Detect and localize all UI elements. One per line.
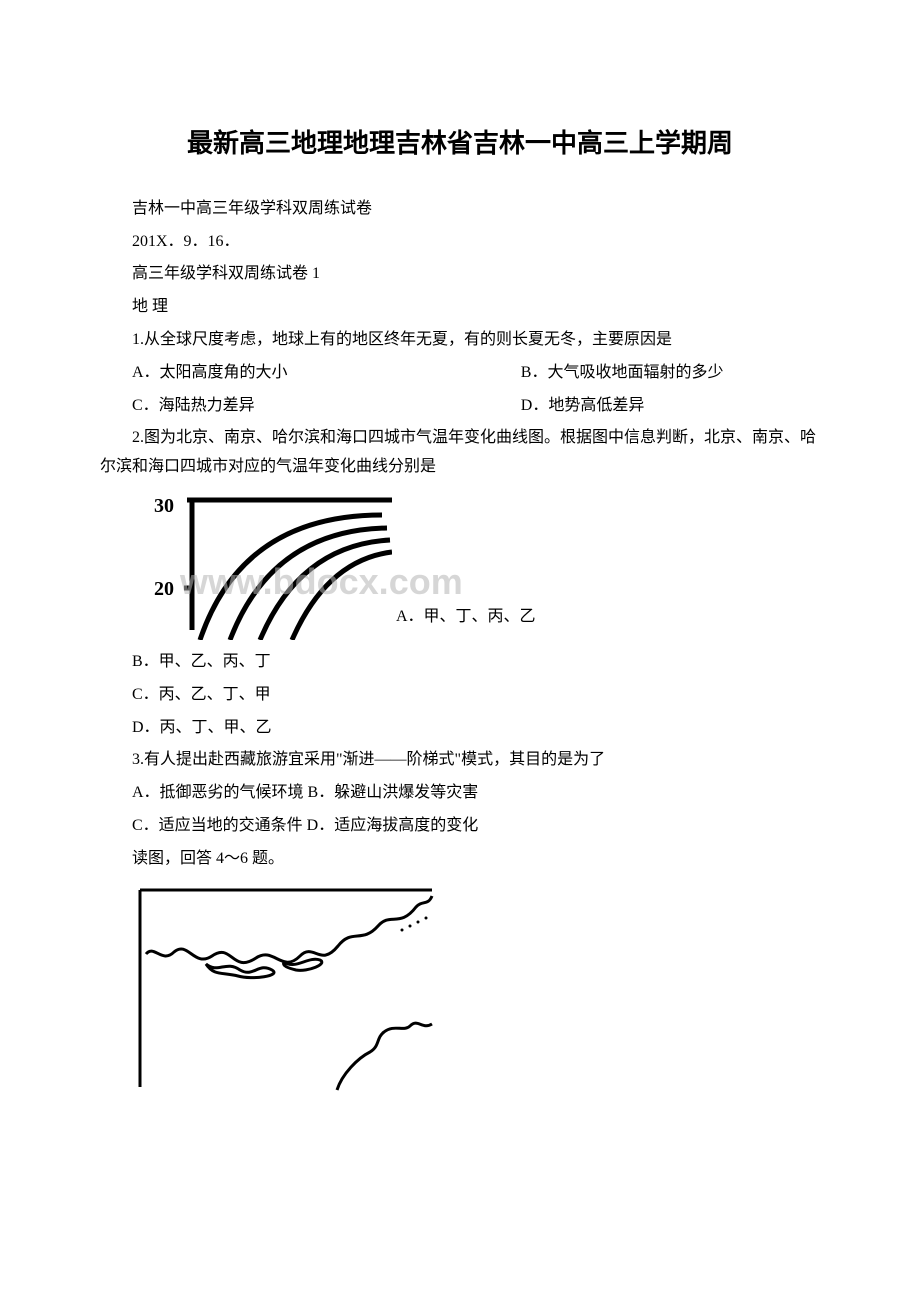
- school-line: 吉林一中高三年级学科双周练试卷: [100, 195, 820, 224]
- q2-figure-row: 30 20 A．甲、丁、丙、乙: [100, 490, 820, 640]
- date-line: 201X．9．16．: [100, 228, 820, 257]
- q1-options-row1: A．太阳高度角的大小 B．大气吸收地面辐射的多少: [100, 359, 820, 388]
- q3-options-line2: C．适应当地的交通条件 D．适应海拔高度的变化: [100, 812, 820, 841]
- q1-options-row2: C．海陆热力差异 D．地势高低差异: [100, 392, 820, 421]
- q2-option-c: C．丙、乙、丁、甲: [100, 681, 820, 710]
- map-figure: [132, 882, 820, 1092]
- exam-label: 高三年级学科双周练试卷 1: [100, 260, 820, 289]
- q2-option-b: B．甲、乙、丙、丁: [100, 648, 820, 677]
- q2-option-a: A．甲、丁、丙、乙: [392, 603, 536, 640]
- q2-stem: 2.图为北京、南京、哈尔滨和海口四城市气温年变化曲线图。根据图中信息判断，北京、…: [100, 424, 820, 482]
- subject-label: 地 理: [100, 293, 820, 322]
- ytick-20: 20: [154, 578, 174, 600]
- q2-chart: 30 20: [132, 490, 392, 640]
- q1-option-c: C．海陆热力差异: [100, 392, 489, 421]
- q1-option-d: D．地势高低差异: [489, 392, 820, 421]
- map-chart: [132, 882, 442, 1092]
- q2-option-d: D．丙、丁、甲、乙: [100, 714, 820, 743]
- q2-figure-wrap: www.bdocx.com 30 20 A．甲、丁、丙: [100, 490, 820, 640]
- ytick-30: 30: [154, 495, 174, 517]
- q1-option-b: B．大气吸收地面辐射的多少: [489, 359, 820, 388]
- map-intro: 读图，回答 4～6 题。: [100, 845, 820, 874]
- q3-stem: 3.有人提出赴西藏旅游宜采用"渐进——阶梯式"模式，其目的是为了: [100, 746, 820, 775]
- temperature-curves-chart: 30 20: [132, 490, 392, 640]
- q1-option-a: A．太阳高度角的大小: [100, 359, 489, 388]
- page-title: 最新高三地理地理吉林省吉林一中高三上学期周: [100, 120, 820, 167]
- q1-stem: 1.从全球尺度考虑，地球上有的地区终年无夏，有的则长夏无冬，主要原因是: [100, 326, 820, 355]
- q3-options-line1: A．抵御恶劣的气候环境 B．躲避山洪爆发等灾害: [100, 779, 820, 808]
